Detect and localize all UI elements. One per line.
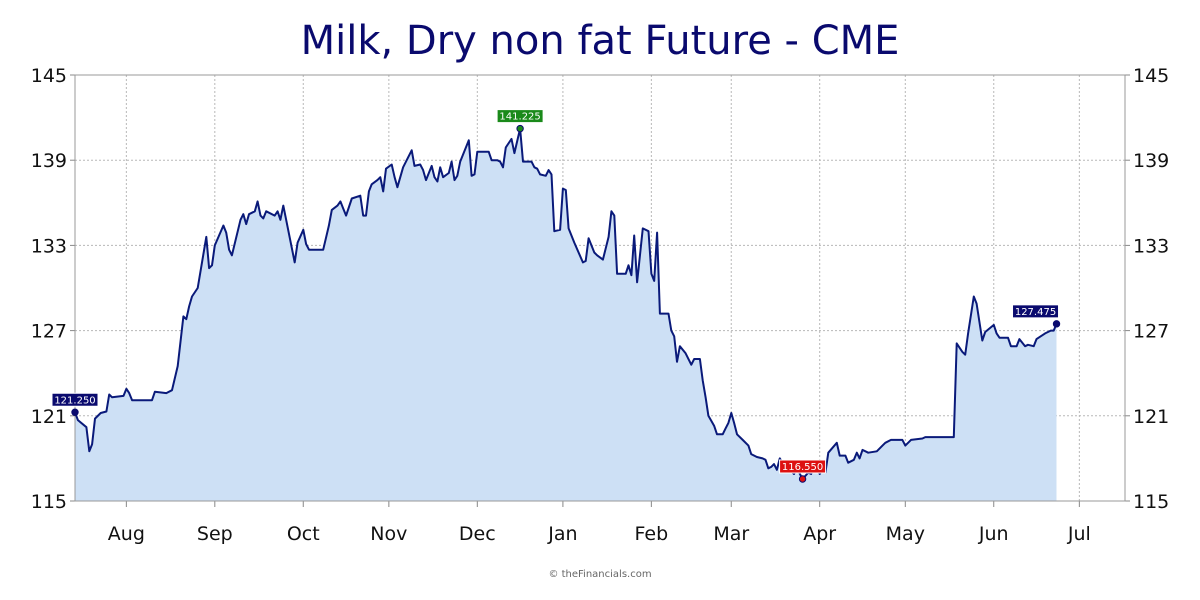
y-tick-label-left: 139 [31, 150, 67, 172]
x-tick-label: May [886, 523, 925, 545]
x-tick-label: Feb [635, 523, 669, 545]
x-tick-label: Jan [547, 523, 577, 545]
y-tick-label-right: 121 [1133, 406, 1169, 428]
y-tick-label-left: 133 [31, 235, 67, 257]
data-label-low: 116.550 [782, 462, 823, 473]
y-tick-label-right: 145 [1133, 65, 1169, 87]
x-tick-label: Sep [197, 523, 233, 545]
y-tick-label-left: 121 [31, 406, 67, 428]
data-point-high [516, 124, 524, 133]
y-tick-label-left: 145 [31, 65, 67, 87]
y-tick-label-right: 127 [1133, 321, 1169, 343]
data-point-low [798, 475, 807, 483]
data-label-low-box [779, 459, 827, 474]
y-tick-label-left: 115 [31, 491, 67, 513]
data-label-start: 121.250 [54, 395, 95, 406]
data-point-start [71, 408, 79, 416]
y-tick-label-right: 133 [1133, 235, 1169, 257]
plot-frame [74, 74, 1126, 502]
x-tick-label: Jul [1067, 523, 1091, 545]
x-tick-label: Dec [459, 523, 496, 545]
credit-text: © theFinancials.com [548, 569, 652, 580]
x-tick-label: Aug [108, 523, 145, 545]
x-tick-label: Nov [370, 523, 407, 545]
data-label-high-box [496, 109, 544, 124]
y-tick-label-right: 115 [1133, 491, 1169, 513]
y-tick-label-left: 127 [31, 321, 67, 343]
x-tick-label: Apr [803, 523, 836, 545]
data-label-end: 127.475 [1015, 307, 1056, 318]
chart-title: Milk, Dry non fat Future - CME [300, 18, 900, 64]
price-area-fill [75, 128, 1057, 501]
data-label-high: 141.225 [499, 112, 540, 123]
x-tick-label: Oct [287, 523, 320, 545]
price-area [74, 127, 1058, 501]
axes: 115 115 121 121 127 127 133 133 139 139 145 145 Aug S… [31, 65, 1170, 545]
x-tick-label: Mar [713, 523, 749, 545]
data-label-start-box [51, 392, 99, 407]
data-label-end-box [1012, 304, 1060, 319]
y-tick-label-right: 139 [1133, 150, 1169, 172]
price-line [74, 127, 1058, 480]
data-labels: 121.250 141.225 116.550 127.475 [51, 109, 1061, 483]
data-point-end [1052, 320, 1061, 328]
x-tick-label: Jun [978, 523, 1009, 545]
